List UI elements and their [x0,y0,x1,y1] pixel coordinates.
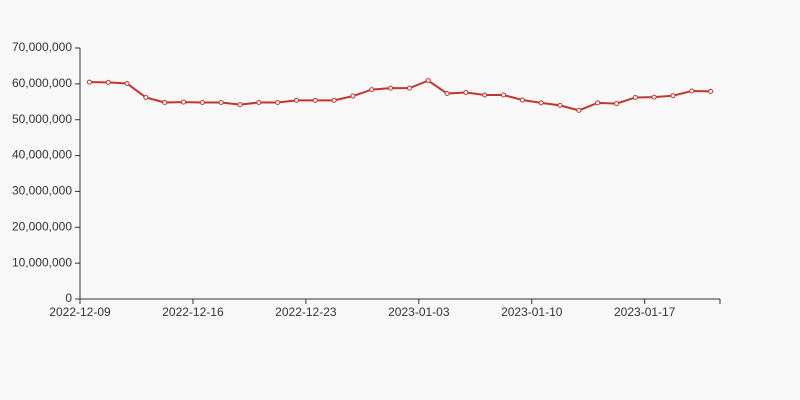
point [143,94,149,100]
point [406,85,412,91]
x-tick-label: 2022-12-09 [49,305,111,319]
point [501,92,507,98]
point [388,85,394,91]
y-tick-label: 20,000,000 [12,219,72,233]
point [369,87,375,93]
point [124,80,130,86]
x-tick-label: 2023-01-17 [614,305,676,319]
y-tick-label: 70,000,000 [12,40,72,54]
point [576,107,582,113]
point [613,101,619,107]
point [444,91,450,97]
point [312,97,318,103]
point [425,78,431,84]
point [218,100,224,106]
point [519,97,525,103]
point [538,100,544,106]
point [331,97,337,103]
point [651,94,657,100]
x-tick-label: 2022-12-23 [275,305,337,319]
y-tick-label: 10,000,000 [12,255,72,269]
point [632,94,638,100]
point [199,100,205,106]
y-tick-label: 40,000,000 [12,148,72,162]
point [162,100,168,106]
point [86,79,92,85]
point [482,92,488,98]
point [557,102,563,108]
point [670,93,676,99]
x-tick-label: 2023-01-03 [388,305,450,319]
point [689,88,695,94]
point [595,100,601,106]
point [105,79,111,85]
y-tick-label: 60,000,000 [12,76,72,90]
x-tick-label: 2022-12-16 [162,305,224,319]
point [463,89,469,95]
point [181,99,187,105]
point [293,97,299,103]
y-tick-label: 0 [65,291,72,305]
point [708,88,714,94]
point [275,100,281,106]
point [256,100,262,106]
x-tick-label: 2023-01-10 [501,305,563,319]
y-tick-label: 30,000,000 [12,184,72,198]
line [89,79,711,112]
y-tick-label: 50,000,000 [12,112,72,126]
point [237,102,243,108]
point [350,93,356,99]
